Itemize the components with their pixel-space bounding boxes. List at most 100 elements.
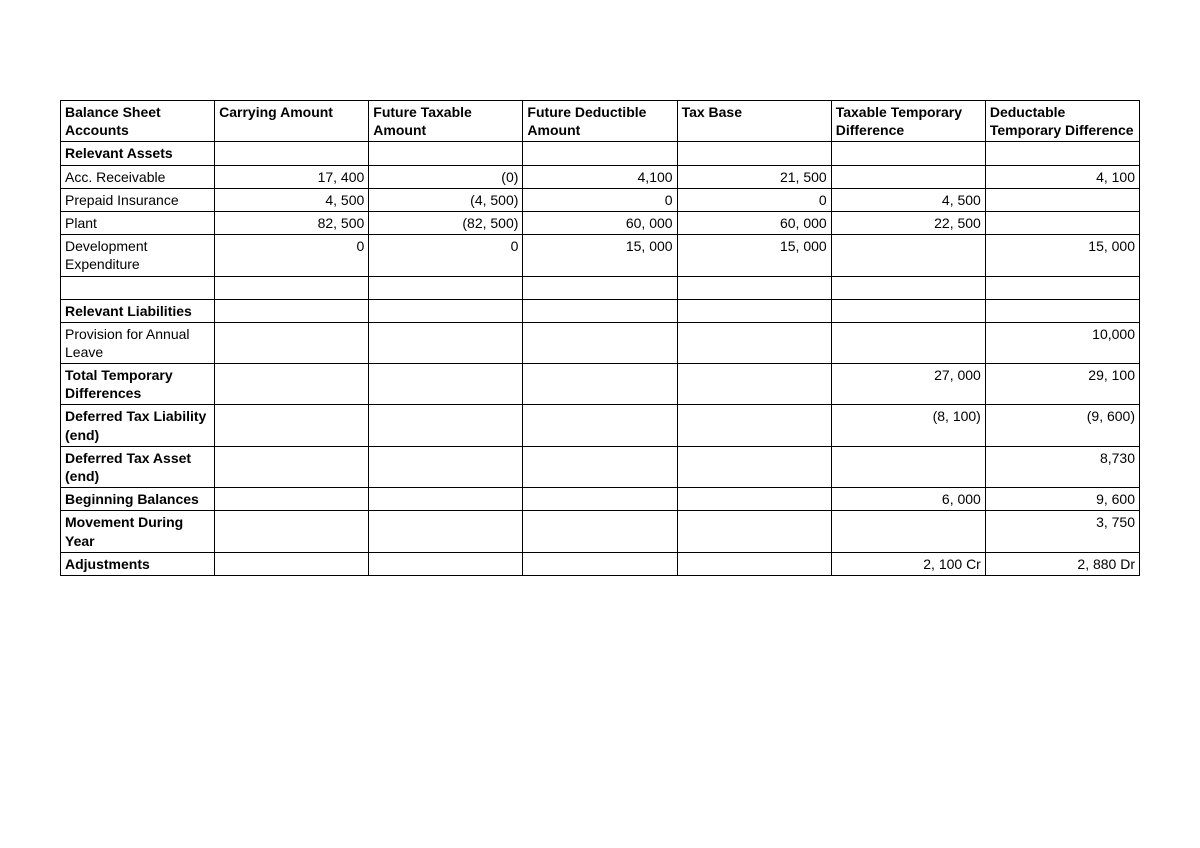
cell: 0 bbox=[677, 188, 831, 211]
table-row: Deferred Tax Asset (end) 8,730 bbox=[61, 446, 1140, 487]
col-header: Future Deductible Amount bbox=[523, 101, 677, 142]
page: Balance Sheet Accounts Carrying Amount F… bbox=[0, 0, 1200, 848]
cell bbox=[831, 322, 985, 363]
cell bbox=[215, 405, 369, 446]
col-header: Future Taxable Amount bbox=[369, 101, 523, 142]
table-row bbox=[61, 276, 1140, 299]
table-row: Adjustments2, 100 Cr2, 880 Dr bbox=[61, 552, 1140, 575]
cell bbox=[215, 446, 369, 487]
cell bbox=[369, 405, 523, 446]
col-header: Balance Sheet Accounts bbox=[61, 101, 215, 142]
row-label: Relevant Assets bbox=[61, 142, 215, 165]
cell bbox=[985, 188, 1139, 211]
cell: 15, 000 bbox=[985, 235, 1139, 276]
cell bbox=[985, 211, 1139, 234]
cell bbox=[677, 364, 831, 405]
cell bbox=[831, 511, 985, 552]
cell bbox=[523, 364, 677, 405]
cell bbox=[523, 276, 677, 299]
cell bbox=[215, 299, 369, 322]
cell bbox=[369, 488, 523, 511]
cell: 4, 500 bbox=[215, 188, 369, 211]
cell bbox=[523, 552, 677, 575]
cell bbox=[523, 142, 677, 165]
cell: 27, 000 bbox=[831, 364, 985, 405]
cell: 82, 500 bbox=[215, 211, 369, 234]
row-label: Acc. Receivable bbox=[61, 165, 215, 188]
table-row: Development Expenditure0015, 00015, 0001… bbox=[61, 235, 1140, 276]
cell bbox=[369, 142, 523, 165]
table-row: Beginning Balances6, 0009, 600 bbox=[61, 488, 1140, 511]
cell: 17, 400 bbox=[215, 165, 369, 188]
cell bbox=[523, 299, 677, 322]
col-header: Carrying Amount bbox=[215, 101, 369, 142]
table-row: Relevant Assets bbox=[61, 142, 1140, 165]
cell: 29, 100 bbox=[985, 364, 1139, 405]
table-row: Total Temporary Differences 27, 00029, 10… bbox=[61, 364, 1140, 405]
cell: (82, 500) bbox=[369, 211, 523, 234]
cell bbox=[523, 511, 677, 552]
cell bbox=[369, 552, 523, 575]
cell bbox=[677, 405, 831, 446]
cell bbox=[985, 142, 1139, 165]
cell: 4, 100 bbox=[985, 165, 1139, 188]
cell bbox=[523, 322, 677, 363]
cell: (4, 500) bbox=[369, 188, 523, 211]
cell bbox=[677, 142, 831, 165]
cell: 2, 880 Dr bbox=[985, 552, 1139, 575]
cell bbox=[523, 446, 677, 487]
cell: 0 bbox=[523, 188, 677, 211]
cell: (9, 600) bbox=[985, 405, 1139, 446]
cell: 15, 000 bbox=[523, 235, 677, 276]
cell bbox=[677, 446, 831, 487]
cell bbox=[677, 552, 831, 575]
cell bbox=[831, 235, 985, 276]
cell bbox=[369, 276, 523, 299]
tax-table: Balance Sheet Accounts Carrying Amount F… bbox=[60, 100, 1140, 576]
cell bbox=[215, 364, 369, 405]
cell bbox=[215, 276, 369, 299]
cell bbox=[369, 322, 523, 363]
cell: (8, 100) bbox=[831, 405, 985, 446]
cell bbox=[215, 511, 369, 552]
table-row: Prepaid Insurance4, 500(4, 500)004, 500 bbox=[61, 188, 1140, 211]
cell bbox=[831, 299, 985, 322]
cell bbox=[831, 446, 985, 487]
cell bbox=[215, 322, 369, 363]
row-label: Provision for Annual Leave bbox=[61, 322, 215, 363]
row-label: Relevant Liabilities bbox=[61, 299, 215, 322]
cell: 6, 000 bbox=[831, 488, 985, 511]
cell bbox=[215, 552, 369, 575]
cell: 0 bbox=[369, 235, 523, 276]
table-row: Acc. Receivable17, 400(0)4,10021, 5004, … bbox=[61, 165, 1140, 188]
cell: 22, 500 bbox=[831, 211, 985, 234]
row-label: Development Expenditure bbox=[61, 235, 215, 276]
cell bbox=[369, 364, 523, 405]
cell bbox=[677, 322, 831, 363]
row-label bbox=[61, 276, 215, 299]
row-label: Deferred Tax Liability (end) bbox=[61, 405, 215, 446]
cell: 4, 500 bbox=[831, 188, 985, 211]
row-label: Total Temporary Differences bbox=[61, 364, 215, 405]
cell bbox=[677, 299, 831, 322]
cell bbox=[215, 142, 369, 165]
cell bbox=[831, 165, 985, 188]
col-header: Tax Base bbox=[677, 101, 831, 142]
table-row: Relevant Liabilities bbox=[61, 299, 1140, 322]
cell bbox=[677, 511, 831, 552]
header-row: Balance Sheet Accounts Carrying Amount F… bbox=[61, 101, 1140, 142]
cell: 21, 500 bbox=[677, 165, 831, 188]
table-row: Deferred Tax Liability (end) (8, 100)(9, … bbox=[61, 405, 1140, 446]
cell: 8,730 bbox=[985, 446, 1139, 487]
cell bbox=[369, 511, 523, 552]
row-label: Deferred Tax Asset (end) bbox=[61, 446, 215, 487]
cell: 60, 000 bbox=[523, 211, 677, 234]
row-label: Adjustments bbox=[61, 552, 215, 575]
col-header: Deductable Temporary Difference bbox=[985, 101, 1139, 142]
cell: 0 bbox=[215, 235, 369, 276]
cell: 10,000 bbox=[985, 322, 1139, 363]
cell bbox=[369, 446, 523, 487]
cell bbox=[369, 299, 523, 322]
cell bbox=[523, 488, 677, 511]
cell: 3, 750 bbox=[985, 511, 1139, 552]
